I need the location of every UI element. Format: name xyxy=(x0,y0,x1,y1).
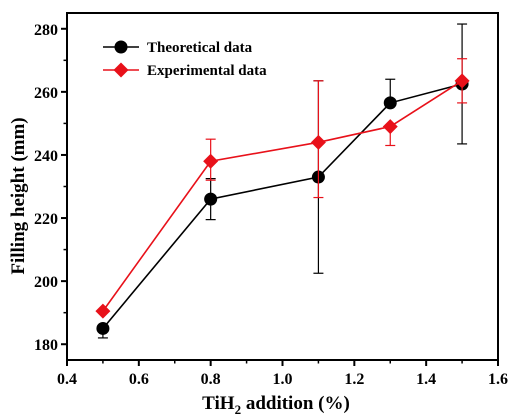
data-point xyxy=(204,192,218,206)
data-point xyxy=(383,96,397,110)
legend-label: Theoretical data xyxy=(147,40,253,56)
y-tick-label: 260 xyxy=(34,85,58,102)
data-point xyxy=(203,153,219,169)
y-tick-label: 180 xyxy=(34,337,58,354)
x-tick-label: 0.8 xyxy=(201,371,221,388)
legend-marker xyxy=(114,40,128,54)
legend: Theoretical data Experimental data xyxy=(103,40,267,79)
x-tick-label: 1.4 xyxy=(416,371,436,388)
x-tick-label: 1.0 xyxy=(273,371,293,388)
legend-entry: Theoretical data xyxy=(103,40,253,56)
data-point xyxy=(96,321,110,335)
series-experimental xyxy=(95,58,470,319)
legend-marker xyxy=(113,62,129,78)
y-tick-label: 280 xyxy=(34,22,58,39)
x-tick-label: 0.4 xyxy=(57,371,77,388)
x-tick-label: 0.6 xyxy=(129,371,149,388)
data-point xyxy=(382,119,398,135)
y-tick-label: 240 xyxy=(34,148,58,165)
x-tick-label: 1.2 xyxy=(344,371,364,388)
y-axis-title: Filling height (mm) xyxy=(8,117,29,274)
series-layer xyxy=(95,23,470,339)
data-point xyxy=(454,73,470,89)
data-point xyxy=(310,134,326,150)
y-tick-label: 220 xyxy=(34,211,58,228)
legend-label: Experimental data xyxy=(147,63,267,79)
axes: 0.4 0.6 0.8 1.0 1.2 1.4 1.6 180 200 220 240 260 280 xyxy=(34,12,508,388)
legend-entry: Experimental data xyxy=(103,62,267,79)
x-axis-title: TiH2 addition (%) xyxy=(202,393,350,417)
x-tick-label: 1.6 xyxy=(488,371,508,388)
x-axis-title-rest: addition (%) xyxy=(241,393,350,414)
y-tick-label: 200 xyxy=(34,274,58,291)
x-axis-title-subscript: 2 xyxy=(235,402,242,417)
x-axis-title-base: TiH xyxy=(202,393,235,414)
data-point xyxy=(95,303,111,319)
